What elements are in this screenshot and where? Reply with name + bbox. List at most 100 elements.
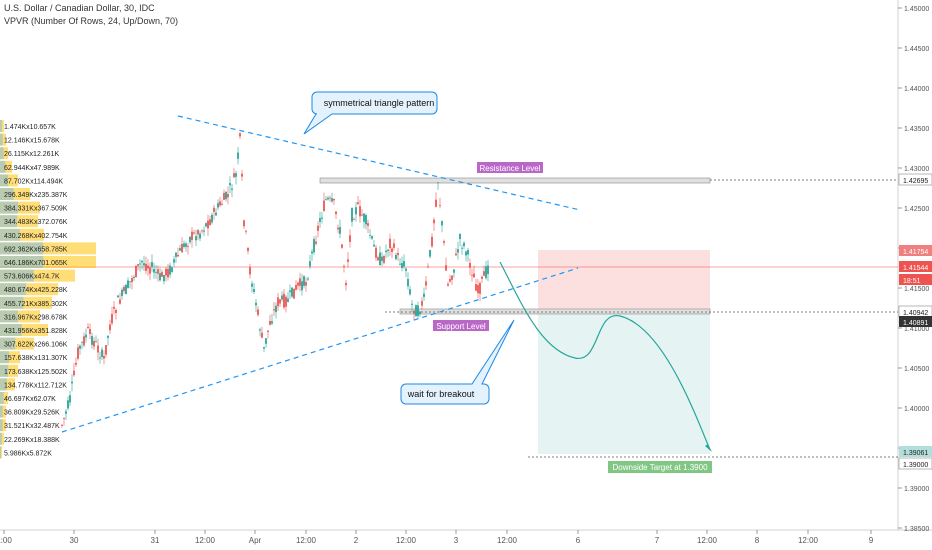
candle-body	[257, 309, 259, 315]
candle-body	[395, 254, 397, 260]
candle-body	[179, 248, 181, 251]
candle-body	[325, 199, 327, 200]
candle-body	[223, 193, 225, 200]
candle-body	[287, 298, 289, 302]
candle-body	[221, 203, 223, 205]
volume-profile-bar	[0, 378, 15, 391]
candle-body	[247, 247, 249, 251]
candle-body	[205, 223, 207, 227]
candle-body	[211, 214, 213, 223]
volume-profile-label: 430.268Kx402.754K	[4, 233, 68, 240]
candle-body	[71, 381, 73, 384]
volume-profile-label: 646.186Kx701.065K	[4, 260, 68, 267]
candle-body	[93, 340, 95, 347]
volume-profile-bar-up	[0, 351, 9, 364]
candle-body	[281, 295, 283, 300]
candle-body	[473, 273, 475, 278]
volume-profile-bar-up	[0, 296, 24, 309]
volume-profile-label: 62.944Kx47.989K	[4, 165, 60, 172]
candle-body	[471, 274, 473, 276]
target-label-bg	[608, 461, 712, 473]
candle-body	[453, 269, 455, 273]
candle-body	[369, 235, 371, 237]
candle-body	[449, 279, 451, 282]
candle-body	[169, 265, 171, 275]
volume-profile-label: 36.809Kx29.526K	[4, 410, 60, 417]
projected-path	[499, 261, 711, 451]
price-tick-label: 1.39000	[904, 486, 929, 493]
projected-path-arrow	[705, 444, 712, 452]
candle-body	[219, 201, 221, 206]
candle-body	[291, 287, 293, 297]
price-tick-label: 1.44000	[904, 86, 929, 93]
volume-profile-bar	[0, 160, 12, 173]
candle-body	[355, 207, 357, 215]
candle-body	[69, 395, 71, 403]
candle-body	[237, 152, 239, 159]
candle-body	[323, 200, 325, 212]
candle-body	[327, 197, 329, 200]
candle-body	[239, 133, 241, 137]
support-label: Support Level	[436, 322, 486, 331]
time-tick-label: 12:00	[396, 536, 417, 545]
candle-body	[399, 263, 401, 265]
price-badges: 1.42695 1.41754 1.41544 18:51 1.40942 1.40891…	[898, 173, 932, 470]
candle-body	[365, 215, 367, 225]
candle-body	[307, 278, 309, 280]
volume-profile-bar-up	[0, 228, 20, 241]
candle-body	[61, 424, 63, 426]
volume-profile-bar	[0, 392, 8, 404]
candle-body	[293, 288, 295, 299]
candle-body	[85, 334, 87, 338]
time-tick-label: 2	[354, 536, 359, 545]
time-tick-label: 30	[70, 536, 79, 545]
candle-body	[419, 311, 421, 315]
volume-profile-bar-up	[0, 133, 3, 146]
candle-body	[207, 220, 209, 229]
volume-profile-label: 157.638Kx131.307K	[4, 355, 68, 362]
candle-body	[339, 227, 341, 234]
price-tick-label: 1.40000	[904, 406, 929, 413]
volume-profile-label: 307.622Kx266.106K	[4, 342, 68, 349]
candle-body	[115, 309, 117, 313]
volume-profile-bar	[0, 283, 58, 296]
candle-body	[81, 341, 83, 343]
price-badge-label: 1.41754	[903, 249, 928, 256]
candle-body	[387, 249, 389, 252]
time-tick-label: 31	[151, 536, 160, 545]
volume-profile-bar	[0, 242, 96, 255]
candle-body	[213, 207, 215, 212]
volume-profile-bar-up	[0, 446, 1, 459]
candle-body	[373, 244, 375, 247]
candle-body	[133, 276, 135, 279]
candle-body	[483, 271, 485, 276]
candle-body	[431, 236, 433, 247]
candle-body	[459, 233, 461, 240]
candle-body	[461, 247, 463, 249]
profit-target-zone	[538, 312, 710, 454]
resistance-label: Resistance Level	[480, 164, 541, 173]
candle-body	[151, 262, 153, 268]
stop-loss-zone	[538, 250, 710, 312]
candle-body	[301, 281, 303, 291]
candle-body	[123, 286, 125, 291]
candle-body	[333, 198, 335, 201]
candle-body	[209, 219, 211, 226]
price-badge-label: 1.39000	[903, 462, 928, 469]
candle-body	[477, 285, 479, 294]
candle-body	[429, 249, 431, 257]
candle-body	[409, 289, 411, 295]
candle-body	[463, 242, 465, 247]
volume-profile-bar	[0, 147, 8, 160]
candle-body	[413, 310, 415, 314]
volume-profile-bar	[0, 188, 30, 200]
candle-body	[251, 283, 253, 287]
volume-profile-bar	[0, 364, 18, 377]
candle-body	[197, 230, 199, 235]
candle-body	[67, 400, 69, 409]
candle-body	[201, 230, 203, 232]
volume-profile-bar-up	[0, 405, 3, 418]
candle-body	[105, 345, 107, 355]
price-badge	[899, 316, 932, 327]
